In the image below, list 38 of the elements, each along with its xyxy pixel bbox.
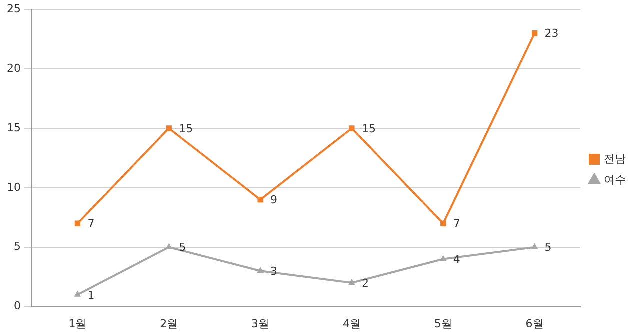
x-tick-label: 6월 [526,317,544,330]
point [348,279,356,286]
y-tick-label: 25 [6,2,21,16]
data-label: 7 [88,217,95,230]
point [349,126,355,132]
y-tick-label: 10 [6,180,21,194]
point [440,220,446,226]
data-label: 7 [453,217,460,230]
y-tick-label: 15 [6,121,21,134]
data-label: 15 [179,122,194,136]
x-tick-label: 3월 [252,317,270,330]
data-label: 2 [362,276,369,290]
y-tick-label: 0 [14,300,21,313]
point [74,220,81,226]
y-tick-label: 5 [14,240,21,254]
x-tick-label: 2월 [160,317,178,330]
point [532,30,538,36]
point [440,255,447,262]
point [166,243,173,250]
data-label: 1 [88,288,95,302]
x-tick-label: 1월 [68,317,87,330]
data-label: 4 [453,253,460,266]
legend-label: 여수 [604,173,626,186]
data-label: 3 [270,264,278,278]
y-tick-label: 20 [6,62,21,75]
data-label: 15 [362,122,376,136]
point [531,243,538,250]
x-tick-label: 4월 [342,317,361,330]
data-label: 9 [270,194,278,207]
point [166,126,172,132]
data-label: 5 [544,241,552,254]
point [258,196,264,203]
data-label: 23 [544,27,559,40]
point [74,290,82,297]
legend-label: 전남 [604,152,626,166]
data-label: 5 [179,241,186,254]
point [257,267,264,274]
x-tick-label: 5월 [434,317,452,330]
